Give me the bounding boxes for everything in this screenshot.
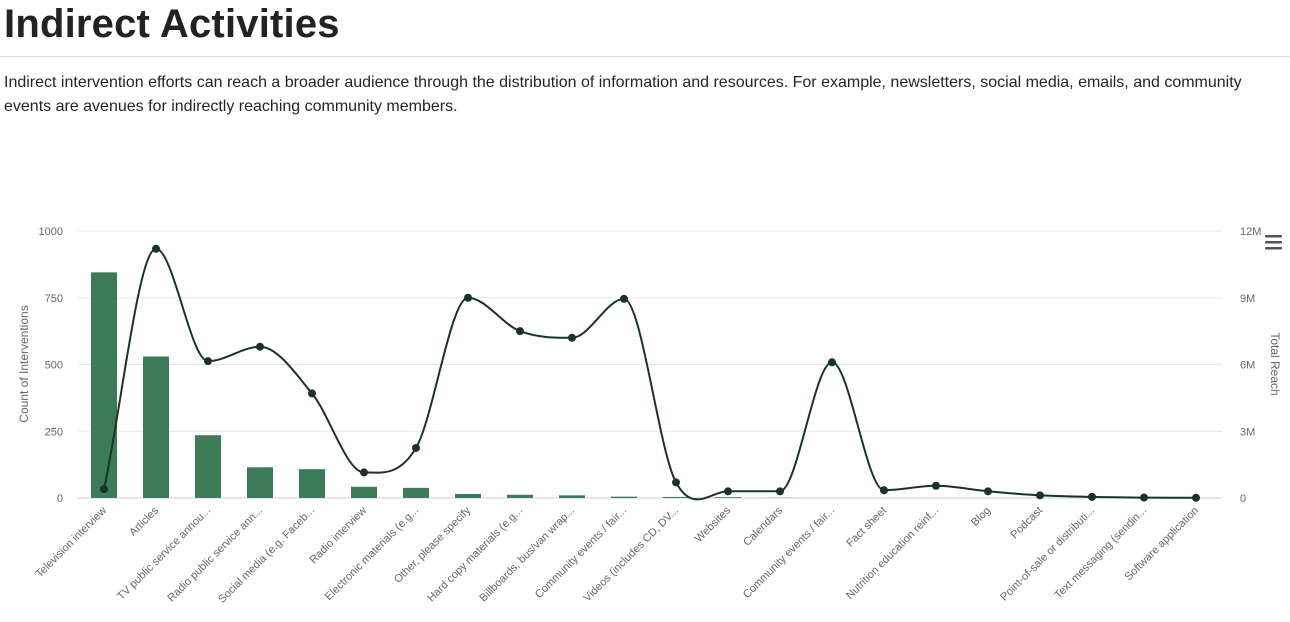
bar[interactable] bbox=[351, 486, 377, 498]
reach-point[interactable] bbox=[828, 358, 836, 367]
bar[interactable] bbox=[91, 272, 117, 498]
category-label: Nutrition education reinf... bbox=[844, 505, 941, 602]
reach-point[interactable] bbox=[568, 333, 576, 342]
right-tick-label: 12M bbox=[1240, 226, 1261, 238]
category-label: Blog bbox=[969, 505, 993, 529]
right-axis-ticks: 0 3M 6M 9M 12M bbox=[1240, 226, 1261, 505]
bar[interactable] bbox=[559, 495, 585, 498]
reach-point[interactable] bbox=[1192, 493, 1200, 502]
left-axis-ticks: 0 250 500 750 1000 bbox=[39, 226, 63, 505]
left-tick-label: 1000 bbox=[39, 226, 63, 238]
reach-point[interactable] bbox=[256, 342, 264, 351]
page-title: Indirect Activities bbox=[4, 2, 340, 46]
category-label: Calendars bbox=[741, 504, 785, 548]
reach-point[interactable] bbox=[1140, 493, 1148, 502]
bar[interactable] bbox=[611, 496, 637, 498]
intro-paragraph: Indirect intervention efforts can reach … bbox=[4, 74, 1242, 115]
gridlines bbox=[78, 230, 1222, 499]
reach-point[interactable] bbox=[464, 293, 472, 302]
reach-point[interactable] bbox=[360, 468, 368, 477]
reach-point[interactable] bbox=[516, 327, 524, 336]
hamburger-menu-icon[interactable] bbox=[1261, 231, 1287, 253]
reach-point[interactable] bbox=[724, 487, 732, 496]
reach-points bbox=[100, 244, 1200, 502]
reach-point[interactable] bbox=[412, 443, 420, 452]
reach-point[interactable] bbox=[1088, 492, 1096, 501]
category-label: Social media (e.g. Faceb... bbox=[216, 505, 317, 606]
reach-point[interactable] bbox=[152, 244, 160, 253]
right-tick-label: 3M bbox=[1240, 426, 1255, 438]
bar[interactable] bbox=[455, 493, 481, 498]
category-label: Websites bbox=[693, 504, 734, 545]
category-label: Electronic materials (e.g... bbox=[323, 505, 421, 603]
category-label: Television interview bbox=[34, 505, 110, 581]
reach-point[interactable] bbox=[776, 487, 784, 496]
left-tick-label: 750 bbox=[45, 293, 63, 305]
category-label: Articles bbox=[127, 504, 161, 538]
bar[interactable] bbox=[507, 494, 533, 498]
category-label: Text messaging (sendin... bbox=[1052, 505, 1149, 602]
bar[interactable] bbox=[143, 356, 169, 498]
bar[interactable] bbox=[195, 435, 221, 498]
left-tick-label: 500 bbox=[45, 360, 63, 372]
bar[interactable] bbox=[299, 469, 325, 498]
reach-point[interactable] bbox=[932, 481, 940, 490]
category-label: Billboards, bus/van wrap... bbox=[477, 505, 577, 605]
reach-point[interactable] bbox=[100, 485, 108, 494]
category-label: Hard copy materials (e.g... bbox=[425, 505, 525, 605]
bar[interactable] bbox=[715, 497, 741, 498]
right-axis-title: Total Reach bbox=[1268, 332, 1282, 395]
category-label: Podcast bbox=[1009, 505, 1046, 542]
combo-chart: 0 250 500 750 1000 0 3M 6M 9M 12M Television int… bbox=[17, 226, 1287, 606]
reach-point[interactable] bbox=[880, 486, 888, 495]
bar[interactable] bbox=[403, 487, 429, 498]
left-axis-title: Count of Interventions bbox=[17, 305, 31, 422]
reach-point[interactable] bbox=[308, 389, 316, 398]
category-label: Videos (includes CD, DV... bbox=[581, 505, 681, 605]
right-tick-label: 0 bbox=[1240, 493, 1246, 505]
reach-line bbox=[103, 247, 1197, 501]
left-tick-label: 0 bbox=[57, 493, 63, 505]
category-label: TV public service annou... bbox=[115, 505, 213, 603]
bar[interactable] bbox=[663, 496, 689, 498]
right-tick-label: 9M bbox=[1240, 293, 1255, 305]
category-label: Community events / fair... bbox=[741, 505, 837, 601]
left-tick-label: 250 bbox=[45, 426, 63, 438]
reach-point[interactable] bbox=[620, 294, 628, 303]
reach-point[interactable] bbox=[984, 487, 992, 496]
reach-point[interactable] bbox=[1036, 491, 1044, 500]
reach-point[interactable] bbox=[672, 478, 680, 487]
category-label: Point-of-sale or distributi... bbox=[998, 505, 1097, 604]
reach-point[interactable] bbox=[204, 357, 212, 366]
category-label: Fact sheet bbox=[844, 505, 889, 550]
category-label: Radio public service ann... bbox=[165, 505, 265, 605]
bar[interactable] bbox=[247, 467, 273, 498]
category-label: Community events / fair... bbox=[533, 505, 629, 601]
title-divider bbox=[0, 56, 1290, 57]
bar-series bbox=[91, 272, 793, 498]
right-tick-label: 6M bbox=[1240, 360, 1255, 372]
